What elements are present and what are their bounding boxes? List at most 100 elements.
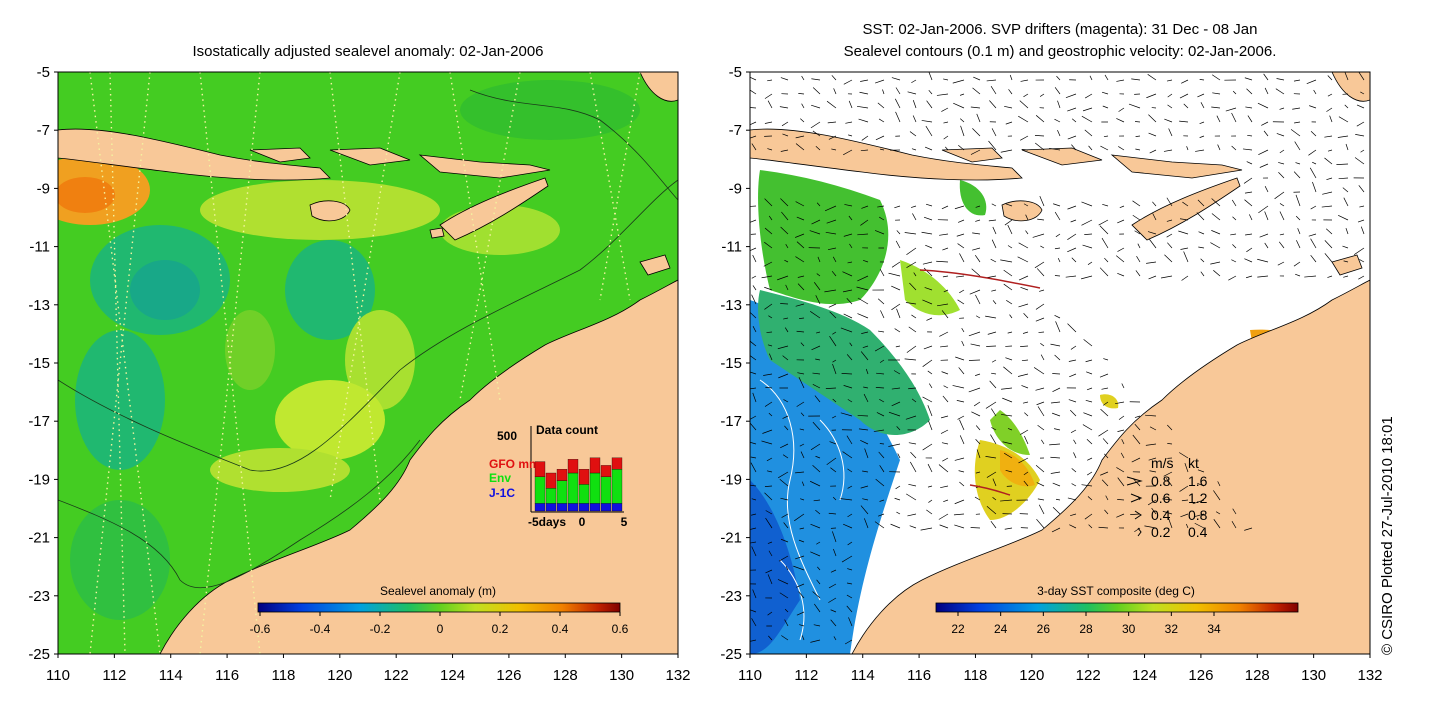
left-y-tick-label: -9	[37, 180, 50, 197]
legend-j1c: J-1C	[489, 486, 515, 500]
left-x-tick-label: 124	[440, 667, 465, 684]
right-x-tick-label: 122	[1076, 667, 1101, 684]
sst-colorbar-tick-label: 32	[1165, 622, 1179, 636]
data-count-bar-env	[590, 473, 600, 503]
right-y-tick-label: -17	[720, 413, 742, 430]
right-x-tick-label: 114	[851, 667, 875, 684]
left-y-tick-label: -13	[28, 297, 50, 314]
right-x-tick-label: 126	[1188, 667, 1213, 684]
left-y-axis: -5-7-9-11-13-15-17-19-21-23-25	[28, 64, 58, 663]
data-count-bar-j1c	[568, 503, 578, 511]
legend-gfo: GFO mm	[489, 457, 540, 471]
left-y-tick-label: -5	[37, 64, 50, 81]
data-count-bar-j1c	[601, 503, 611, 511]
left-x-tick-label: 110	[46, 667, 70, 684]
data-count-bar-env	[546, 488, 556, 503]
right-x-tick-label: 110	[738, 667, 762, 684]
left-x-tick-label: 126	[496, 667, 521, 684]
data-count-bar-gfo	[557, 469, 567, 480]
data-count-bar-gfo	[535, 462, 545, 477]
right-y-tick-label: -11	[721, 239, 742, 256]
right-y-tick-label: -19	[720, 471, 742, 488]
right-x-tick-label: 124	[1132, 667, 1157, 684]
data-count-bar-env	[601, 477, 611, 504]
sea-level-colorbar-tick-label: -0.2	[370, 622, 391, 636]
sea-level-colorbar-gradient	[258, 603, 620, 612]
left-x-tick-label: 114	[159, 667, 183, 684]
data-count-bar-env	[612, 469, 622, 503]
right-y-tick-label: -15	[720, 355, 742, 372]
sst-colorbar-tick-label: 28	[1079, 622, 1093, 636]
right-y-tick-label: -7	[729, 122, 742, 139]
right-x-tick-label: 132	[1357, 667, 1382, 684]
left-x-tick-label: 130	[609, 667, 634, 684]
data-count-bar-j1c	[557, 503, 567, 511]
data-count-xlabel-end: 5	[621, 515, 628, 529]
left-x-tick-label: 128	[553, 667, 578, 684]
left-map	[30, 72, 678, 654]
sea-level-colorbar-tick-label: -0.4	[310, 622, 331, 636]
sst-colorbar-gradient	[936, 603, 1298, 612]
sst-colorbar-tick-label: 30	[1122, 622, 1136, 636]
velocity-legend-kt: 0.8	[1188, 507, 1208, 523]
data-count-bar-gfo	[568, 459, 578, 473]
data-count-bar-gfo	[612, 458, 622, 469]
right-x-tick-label: 118	[963, 667, 987, 684]
velocity-legend-kt: 1.2	[1188, 490, 1208, 506]
data-count-xlabel-zero: 0	[579, 515, 586, 529]
data-count-bar-env	[557, 481, 567, 504]
legend-env: Env	[489, 471, 511, 485]
sea-level-colorbar-tick-label: 0.6	[612, 622, 629, 636]
left-x-tick-label: 122	[384, 667, 409, 684]
velocity-legend-ms: 0.4	[1151, 507, 1171, 523]
right-y-tick-label: -23	[720, 588, 742, 605]
left-y-tick-label: -19	[28, 471, 50, 488]
left-y-tick-label: -7	[37, 122, 50, 139]
left-y-tick-label: -17	[28, 413, 50, 430]
data-count-bar-gfo	[579, 469, 589, 484]
velocity-legend-header-ms: m/s	[1151, 455, 1174, 471]
sea-level-colorbar-tick-label: 0.2	[492, 622, 509, 636]
left-y-tick-label: -25	[28, 646, 50, 663]
sst-colorbar-tick-label: 22	[951, 622, 965, 636]
data-count-bar-gfo	[601, 465, 611, 476]
right-panel-title-line2: Sealevel contours (0.1 m) and geostrophi…	[844, 43, 1277, 60]
left-y-tick-label: -15	[28, 355, 50, 372]
right-y-tick-label: -5	[729, 64, 742, 81]
rote-island	[430, 228, 444, 238]
sst-colorbar-tick-label: 26	[1037, 622, 1051, 636]
right-x-tick-label: 112	[794, 667, 818, 684]
velocity-legend-header-kt: kt	[1188, 455, 1199, 471]
left-x-tick-label: 118	[271, 667, 295, 684]
velocity-legend-kt: 0.4	[1188, 524, 1208, 540]
data-count-title: Data count	[536, 423, 598, 437]
right-panel-title-line1: SST: 02-Jan-2006. SVP drifters (magenta)…	[863, 21, 1258, 38]
left-x-tick-label: 120	[327, 667, 352, 684]
data-count-bar-j1c	[579, 503, 589, 511]
right-y-tick-label: -21	[720, 530, 742, 547]
right-map	[745, 69, 1370, 654]
data-count-bar-env	[535, 477, 545, 504]
left-x-tick-label: 112	[102, 667, 126, 684]
sst-colorbar-tick-label: 34	[1207, 622, 1221, 636]
velocity-legend-ms: 0.8	[1151, 473, 1171, 489]
sea-level-colorbar-tick-label: -0.6	[250, 622, 271, 636]
sea-level-colorbar-tick-label: 0	[437, 622, 444, 636]
left-x-tick-label: 116	[215, 667, 239, 684]
right-y-tick-label: -25	[720, 646, 742, 663]
sea-level-colorbar-label: Sealevel anomaly (m)	[380, 584, 496, 598]
data-count-bar-j1c	[590, 503, 600, 511]
data-count-bar-gfo	[590, 458, 600, 473]
data-count-xlabel-start: -5days	[528, 515, 566, 529]
right-x-tick-label: 120	[1019, 667, 1044, 684]
data-count-bar-j1c	[612, 503, 622, 511]
right-x-tick-label: 116	[907, 667, 931, 684]
data-count-bar-env	[568, 473, 578, 503]
right-y-tick-label: -13	[720, 297, 742, 314]
left-x-tick-label: 132	[665, 667, 690, 684]
left-y-tick-label: -21	[28, 530, 50, 547]
sst-colorbar-tick-label: 24	[994, 622, 1008, 636]
sst-colorbar-label: 3-day SST composite (deg C)	[1037, 584, 1195, 598]
